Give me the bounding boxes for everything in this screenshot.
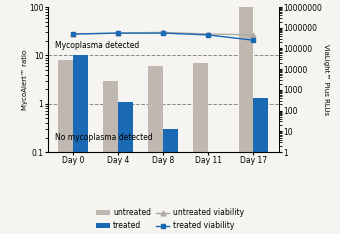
Bar <box>103 81 118 234</box>
treated viability <box>251 39 255 42</box>
Bar <box>253 98 268 234</box>
Bar <box>118 102 133 234</box>
Bar <box>163 129 178 234</box>
treated viability <box>116 32 120 35</box>
Bar <box>58 60 73 234</box>
Bar <box>148 66 163 234</box>
Y-axis label: MycoAlert™ ratio: MycoAlert™ ratio <box>21 49 28 110</box>
Line: treated viability: treated viability <box>71 31 256 43</box>
treated viability <box>206 33 210 36</box>
Line: untreated viability: untreated viability <box>71 30 256 37</box>
Text: No mycoplasma detected: No mycoplasma detected <box>54 133 152 142</box>
Text: Mycoplasma detected: Mycoplasma detected <box>54 41 139 50</box>
Y-axis label: ViaLight™ Plus RLUs: ViaLight™ Plus RLUs <box>323 44 329 115</box>
untreated viability <box>251 33 255 36</box>
Bar <box>208 152 223 234</box>
untreated viability <box>71 33 75 35</box>
untreated viability <box>116 32 120 35</box>
treated viability <box>161 32 165 35</box>
Legend: untreated, treated, untreated viability, treated viability: untreated, treated, untreated viability,… <box>96 208 244 230</box>
Bar <box>73 55 88 234</box>
Bar <box>193 63 208 234</box>
treated viability <box>71 33 75 35</box>
Bar <box>239 0 253 234</box>
untreated viability <box>161 31 165 34</box>
untreated viability <box>206 33 210 35</box>
